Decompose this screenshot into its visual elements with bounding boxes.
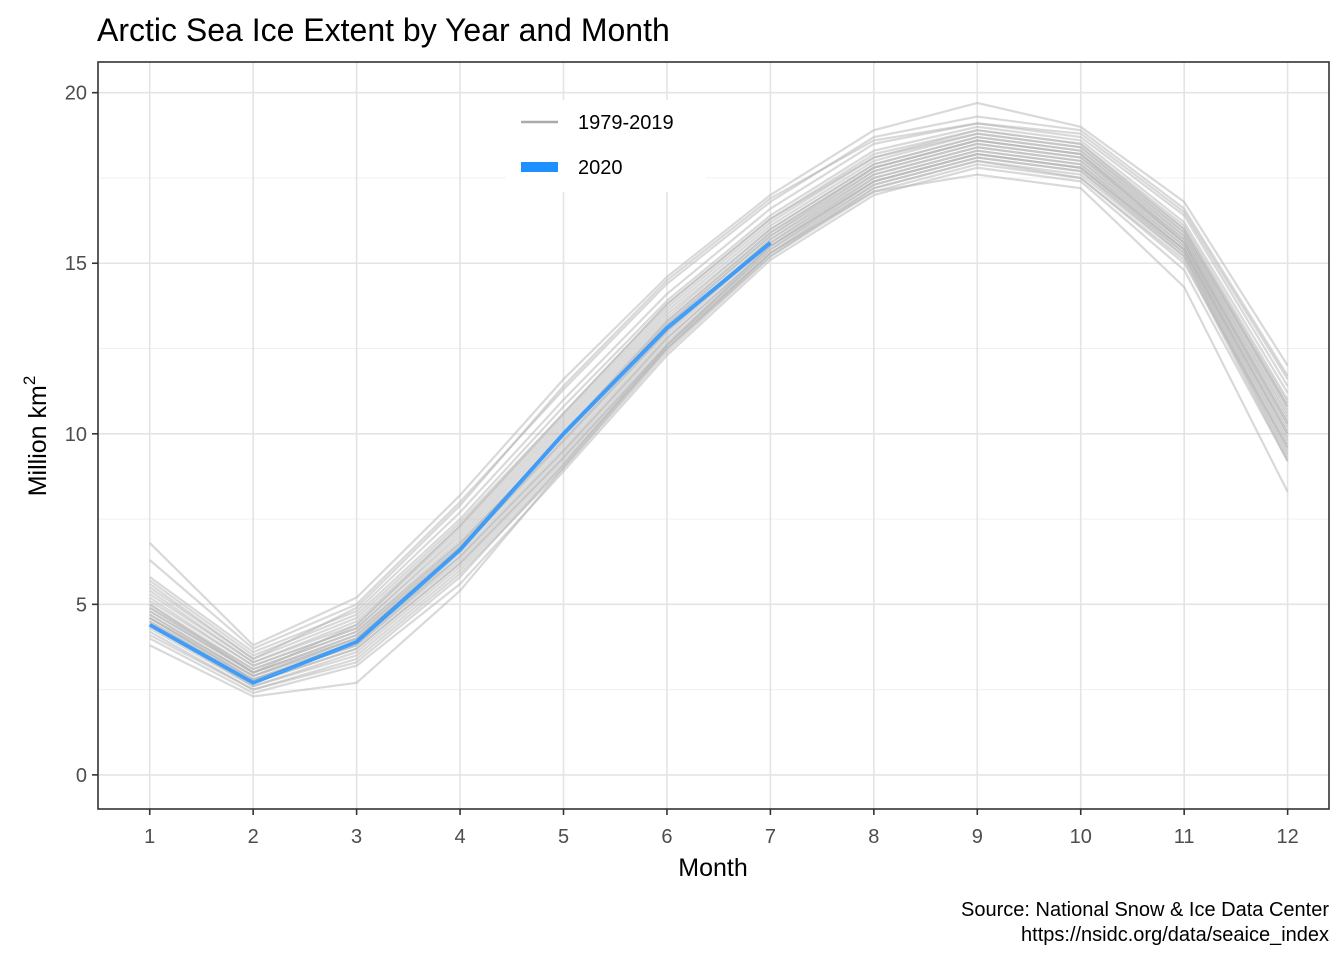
x-tick-label: 2 <box>248 826 259 848</box>
series-line-historical <box>149 166 1289 695</box>
y-axis: 0 5 10 15 20 <box>65 83 98 787</box>
historical-series-lines <box>148 101 1289 698</box>
x-axis-title: Month <box>678 854 747 882</box>
x-tick-label: 1 <box>144 826 155 848</box>
x-tick-label: 11 <box>1174 826 1195 848</box>
series-line-historical <box>149 139 1289 678</box>
x-tick-label: 9 <box>972 826 983 848</box>
legend: 1979-2019 2020 <box>506 100 706 192</box>
series-line-historical <box>148 101 1289 647</box>
caption-url: https://nsidc.org/data/seaice_index <box>1021 924 1329 946</box>
legend-key-2020 <box>521 162 558 172</box>
chart-title: Arctic Sea Ice Extent by Year and Month <box>97 12 670 48</box>
highlight-series-line <box>148 241 772 685</box>
series-line-historical <box>149 129 1289 674</box>
y-tick-label: 5 <box>76 594 87 616</box>
y-tick-label: 0 <box>76 765 87 787</box>
y-axis-title: Million km2 <box>20 376 52 497</box>
series-line-historical <box>149 152 1289 691</box>
y-tick-label: 15 <box>65 253 87 275</box>
series-line-historical <box>149 156 1289 684</box>
series-line-historical <box>149 125 1289 657</box>
series-line-historical <box>149 135 1289 667</box>
x-tick-label: 7 <box>765 826 776 848</box>
x-tick-label: 6 <box>661 826 672 848</box>
x-tick-label: 3 <box>351 826 362 848</box>
plot-border <box>97 61 1330 810</box>
series-line-historical <box>149 173 1289 698</box>
y-axis-title-main: Million km <box>24 385 52 496</box>
series-line-historical <box>149 122 1289 661</box>
x-tick-label: 8 <box>868 826 879 848</box>
series-line-historical <box>149 122 1289 654</box>
series-line-historical <box>149 115 1289 650</box>
series-line-historical <box>149 132 1289 664</box>
series-line-2020 <box>148 241 772 685</box>
y-tick-label: 20 <box>65 83 87 105</box>
legend-label-1979-2019: 1979-2019 <box>578 112 674 134</box>
x-tick-label: 5 <box>558 826 569 848</box>
x-tick-label: 10 <box>1070 826 1092 848</box>
legend-background <box>506 100 706 192</box>
x-axis: 1 2 3 4 5 6 7 8 9 10 11 12 <box>144 809 1299 848</box>
series-line-historical <box>149 163 1289 691</box>
y-tick-label: 10 <box>65 424 87 446</box>
caption-source: Source: National Snow & Ice Data Center <box>961 899 1329 921</box>
y-axis-title-superscript: 2 <box>20 376 39 385</box>
x-tick-label: 12 <box>1276 826 1298 848</box>
legend-label-2020: 2020 <box>578 157 623 179</box>
x-tick-label: 4 <box>454 826 465 848</box>
